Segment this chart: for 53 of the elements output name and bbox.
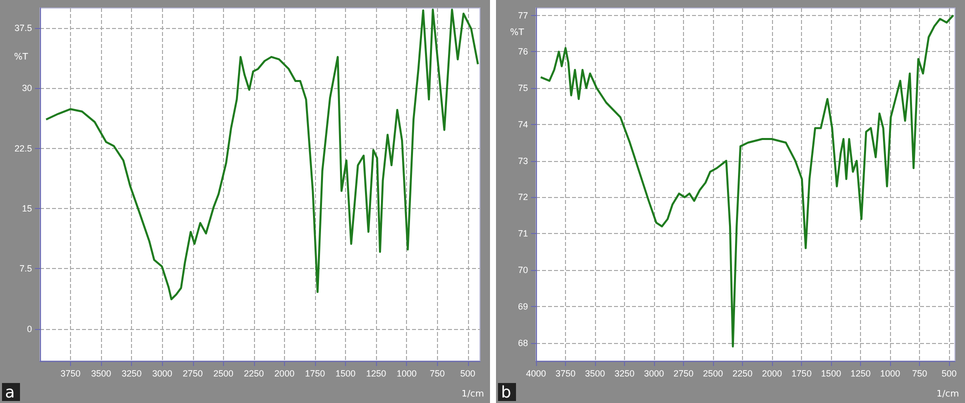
text: a — [5, 382, 15, 402]
x-axis-title: 1/cm — [936, 390, 960, 400]
x-tick-label: 3500 — [91, 368, 112, 378]
x-tick-label: 3000 — [152, 368, 172, 378]
x-tick-label: 1000 — [396, 368, 417, 378]
x-tick-label: 2500 — [703, 368, 724, 378]
x-axis-title: 1/cm — [462, 390, 484, 400]
x-tick-label: 500 — [942, 368, 957, 378]
x-tick-label: 2500 — [213, 368, 234, 378]
y-tick-label: 74 — [518, 119, 528, 130]
x-tick-label: 500 — [460, 368, 476, 378]
y-tick-label: 7.5 — [19, 264, 32, 274]
y-tick-label: 69 — [518, 301, 528, 312]
y-tick-label: 75 — [518, 83, 528, 94]
y-axis-title: %T — [510, 28, 525, 38]
y-tick-label: 68 — [518, 338, 528, 348]
y-tick-label: 0 — [26, 324, 32, 334]
line-series — [540, 14, 954, 348]
x-tick-label: 750 — [430, 368, 445, 378]
x-tick-label: 2750 — [182, 368, 203, 378]
y-tick-label: 71 — [518, 228, 528, 239]
x-tick-label: 1750 — [792, 368, 812, 378]
x-tick-label: 3750 — [555, 368, 576, 378]
text: b — [501, 382, 512, 402]
line-series — [45, 8, 479, 300]
y-tick-label: 15 — [22, 204, 32, 214]
x-tick-label: 3250 — [122, 368, 142, 378]
y-tick-label: 76 — [518, 46, 528, 57]
y-axis-title: %T — [14, 52, 29, 63]
y-tick-label: 73 — [518, 156, 528, 166]
y-tick-label: 72 — [518, 192, 528, 202]
x-tick-label: 3500 — [585, 368, 606, 378]
x-tick-label: 2250 — [732, 368, 753, 378]
x-tick-label: 2000 — [762, 368, 782, 378]
x-tick-label: 4000 — [526, 368, 546, 378]
x-tick-label: 1250 — [366, 368, 386, 378]
x-tick-label: 3250 — [614, 368, 635, 378]
x-tick-label: 1500 — [336, 368, 356, 378]
x-tick-label: 3750 — [60, 368, 81, 378]
x-tick-label: 1000 — [880, 368, 900, 378]
y-tick-label: 30 — [22, 83, 32, 94]
x-tick-label: 2250 — [244, 368, 264, 378]
x-tick-label: 1500 — [821, 368, 842, 378]
x-tick-label: 2000 — [274, 368, 294, 378]
x-tick-label: 1250 — [850, 368, 871, 378]
x-tick-label: 2750 — [674, 368, 694, 378]
y-tick-label: 70 — [518, 265, 528, 276]
x-tick-label: 3000 — [644, 368, 664, 378]
x-tick-label: 1750 — [304, 368, 326, 378]
y-tick-label: 22.5 — [14, 143, 32, 154]
x-tick-label: 750 — [912, 368, 928, 378]
y-tick-label: 77 — [518, 10, 528, 20]
y-tick-label: 37.5 — [14, 23, 32, 34]
